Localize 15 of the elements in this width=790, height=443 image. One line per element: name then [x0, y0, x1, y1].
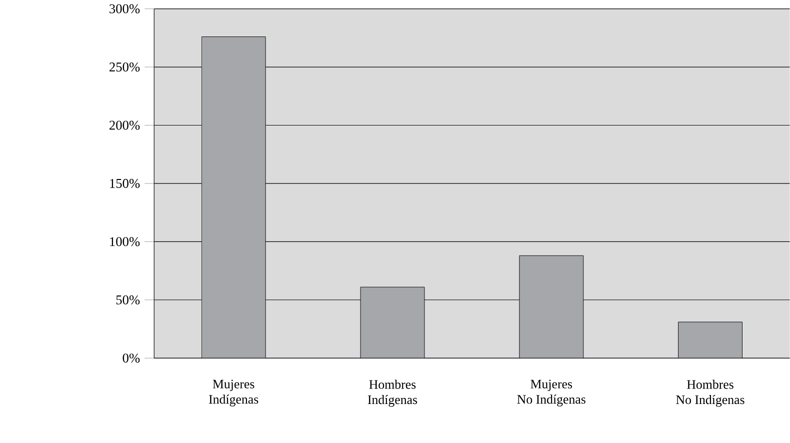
bar [678, 322, 742, 358]
y-tick-label: 250% [110, 62, 140, 72]
y-tick-label: 100% [110, 237, 140, 246]
bar [360, 286, 425, 358]
y-tick-label: 200% [110, 120, 140, 130]
x-tick-label: Hombres No Indígenas [676, 380, 744, 407]
bar [519, 255, 584, 358]
bar [201, 36, 266, 358]
x-tick-label: Mujeres No Indígenas [517, 380, 586, 406]
y-tick-label: 50% [116, 295, 140, 304]
y-tick-label: 300% [110, 4, 140, 14]
y-tick-label: 0% [122, 354, 140, 363]
y-tick-label: 150% [110, 178, 140, 188]
x-tick-label: Hombres Indígenas [368, 380, 418, 407]
x-tick-label: Mujeres Indígenas [209, 380, 258, 406]
